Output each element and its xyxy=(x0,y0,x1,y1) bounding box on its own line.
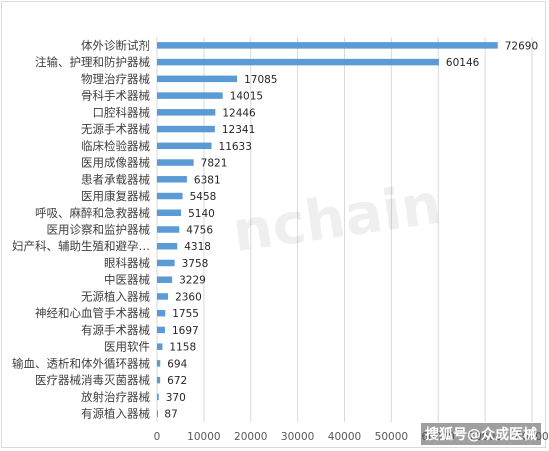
value-label: 14015 xyxy=(230,91,263,103)
bar xyxy=(157,309,166,317)
value-label: 72690 xyxy=(505,40,538,52)
x-tick-label: 40000 xyxy=(328,431,361,443)
category-label: 注输、护理和防护器械 xyxy=(35,55,150,69)
bar xyxy=(157,410,158,417)
bar xyxy=(157,192,183,200)
value-label: 672 xyxy=(167,375,187,387)
bar xyxy=(157,125,215,133)
category-label: 医疗器械消毒灭菌器械 xyxy=(35,373,150,387)
bar xyxy=(157,42,498,49)
category-label: 无源植入器械 xyxy=(81,289,150,303)
category-label: 放射治疗器械 xyxy=(81,390,150,404)
bar xyxy=(157,92,223,99)
value-label: 4756 xyxy=(186,225,213,237)
x-tick-label: 20000 xyxy=(234,431,267,443)
value-label: 1697 xyxy=(172,325,199,337)
bars xyxy=(157,42,498,417)
category-label: 中医器械 xyxy=(104,273,150,287)
category-label: 有源手术器械 xyxy=(81,323,150,337)
value-labels: 72690 60146 17085 14015 12446 12341 11633 7821 6… xyxy=(164,40,538,420)
x-tick-label: 30000 xyxy=(281,431,314,443)
value-label: 2360 xyxy=(175,291,202,303)
bar xyxy=(157,142,212,150)
x-tick-label: 50000 xyxy=(375,431,408,443)
gridlines xyxy=(156,37,533,422)
value-label: 12341 xyxy=(222,124,255,136)
value-label: 12446 xyxy=(222,107,256,119)
value-label: 6381 xyxy=(194,174,221,186)
bar xyxy=(157,343,163,350)
category-label: 医用软件 xyxy=(104,340,150,354)
value-label: 60146 xyxy=(446,57,480,69)
value-label: 11633 xyxy=(219,141,252,153)
bar xyxy=(157,276,173,283)
bar xyxy=(157,259,175,267)
source-watermark: 搜狐号@众成医械 xyxy=(421,423,541,445)
bar xyxy=(157,360,161,367)
bar xyxy=(157,109,216,116)
bar xyxy=(157,242,178,250)
category-label: 体外诊断试剂 xyxy=(81,38,150,52)
bar xyxy=(157,176,187,183)
category-label: 呼吸、麻醉和急救器械 xyxy=(35,206,150,220)
bar xyxy=(157,393,159,401)
category-label: 物理治疗器械 xyxy=(81,72,150,86)
value-label: 7821 xyxy=(201,158,228,170)
category-label: 骨科手术器械 xyxy=(81,89,150,103)
value-label: 694 xyxy=(167,358,187,370)
category-label: 医用成像器械 xyxy=(81,156,150,170)
bar xyxy=(157,209,182,217)
category-label: 输血、透析和体外循环器械 xyxy=(12,356,150,370)
value-label: 3758 xyxy=(182,258,209,270)
x-tick-label: 0 xyxy=(154,431,161,443)
value-label: 4318 xyxy=(184,241,211,253)
value-label: 370 xyxy=(166,392,186,404)
category-label: 无源手术器械 xyxy=(81,122,150,136)
value-label: 5140 xyxy=(188,208,215,220)
category-label: 临床检验器械 xyxy=(81,139,150,153)
category-labels: 体外诊断试剂注输、护理和防护器械物理治疗器械骨科手术器械口腔科器械无源手术器械临… xyxy=(12,38,150,420)
category-label: 有源植入器械 xyxy=(81,407,150,421)
bar xyxy=(157,326,165,334)
bar xyxy=(157,159,194,166)
value-label: 1755 xyxy=(172,308,199,320)
value-label: 5458 xyxy=(190,191,217,203)
category-label: 妇产科、辅助生殖和避孕… xyxy=(12,239,150,253)
bar xyxy=(157,376,161,384)
category-label: 患者承载器械 xyxy=(81,172,150,186)
category-label: 医用康复器械 xyxy=(81,189,150,203)
category-label: 神经和心血管手术器械 xyxy=(35,306,150,320)
x-tick-label: 10000 xyxy=(187,431,220,443)
value-label: 3229 xyxy=(179,275,206,287)
bar xyxy=(157,75,238,83)
category-label: 眼科器械 xyxy=(104,256,150,270)
category-label: 口腔科器械 xyxy=(93,105,151,119)
bar xyxy=(157,226,180,233)
category-label: 医用诊察和监护器械 xyxy=(47,223,151,237)
bar xyxy=(157,58,439,66)
value-label: 17085 xyxy=(244,74,277,86)
bar xyxy=(157,293,169,300)
value-label: 87 xyxy=(164,409,177,421)
value-label: 1158 xyxy=(169,342,196,354)
